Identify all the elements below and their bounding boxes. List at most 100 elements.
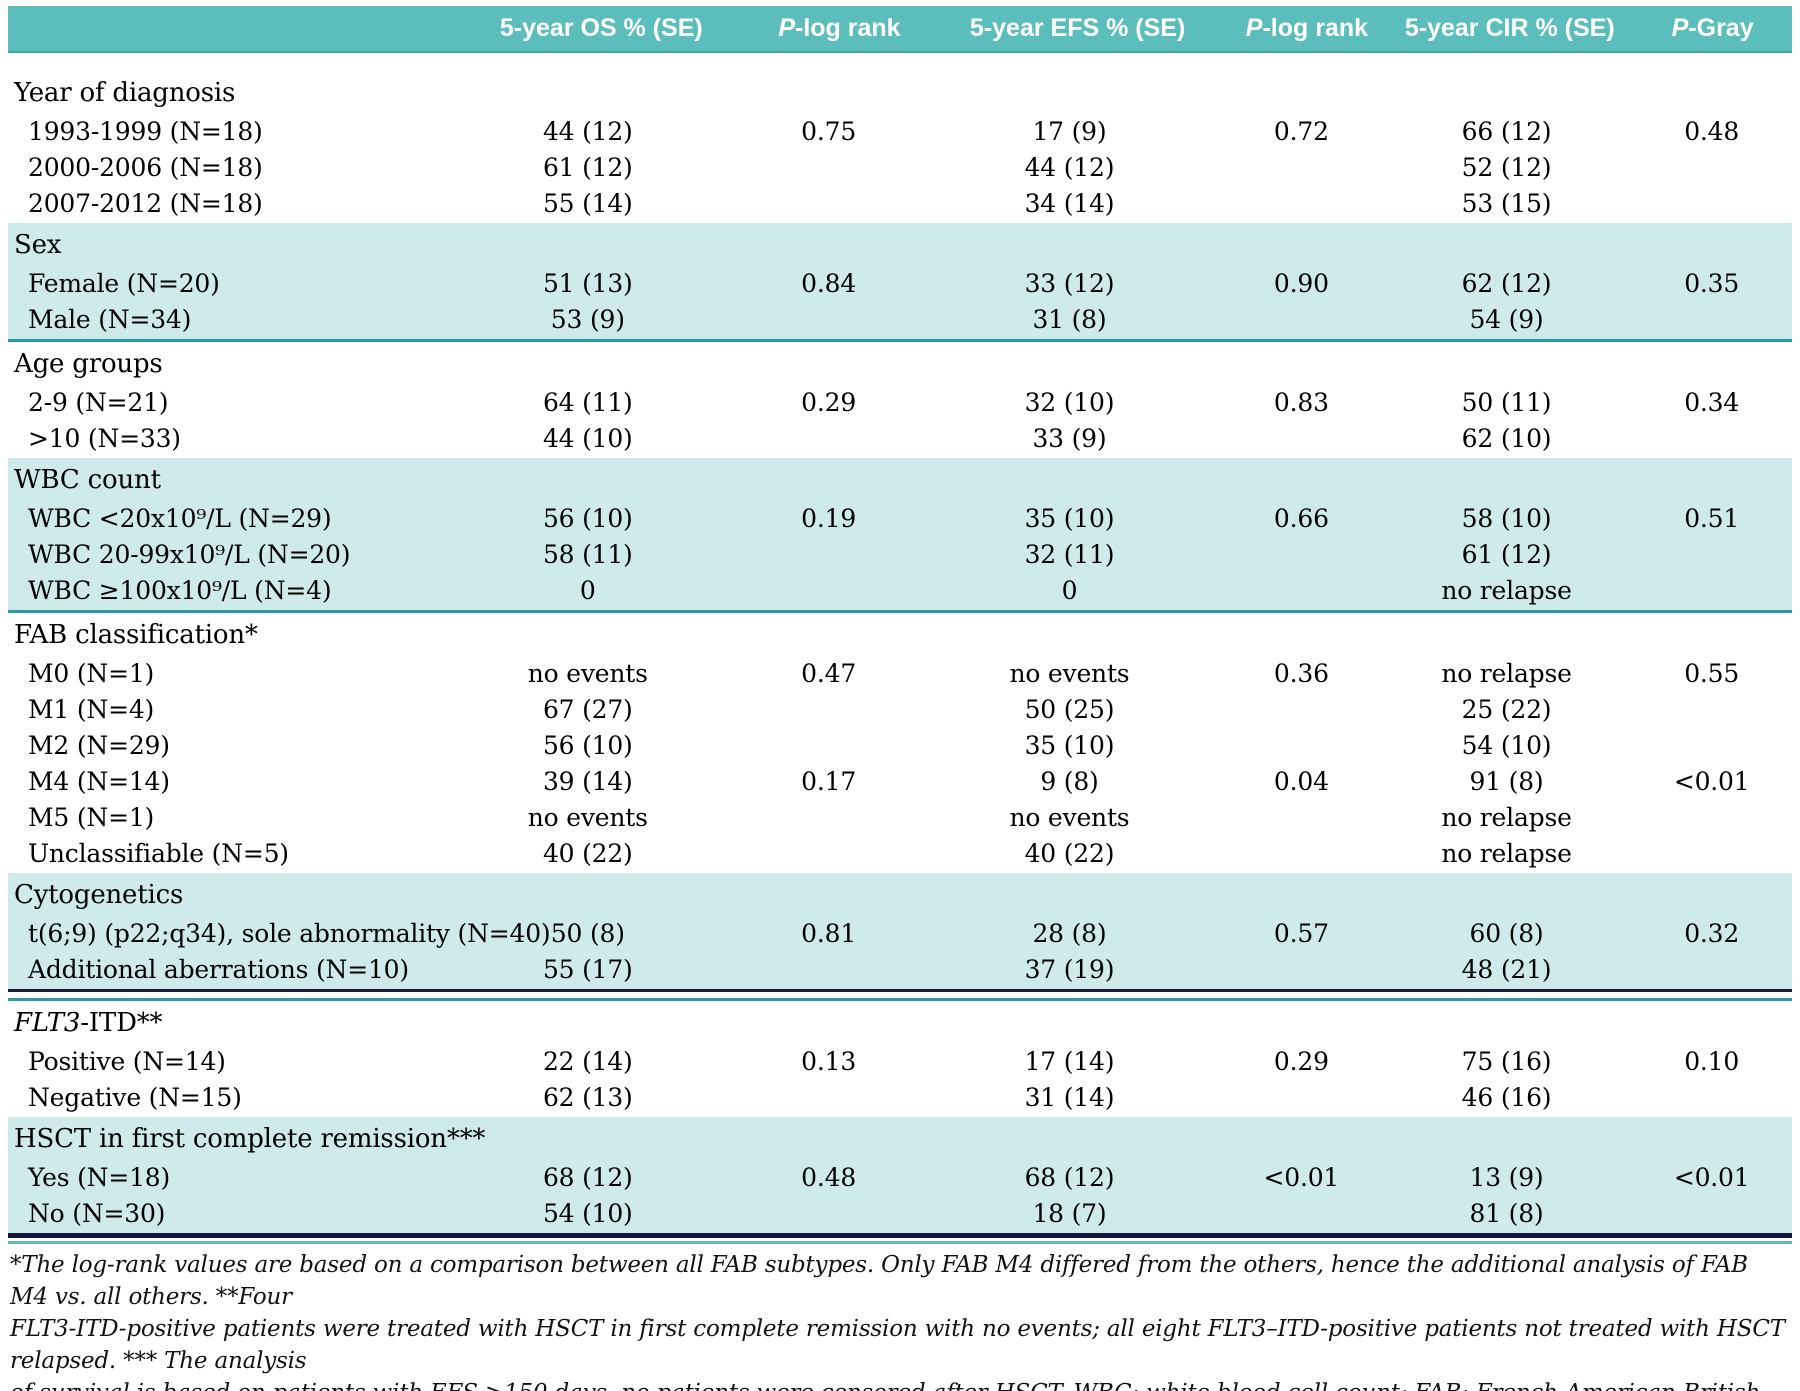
table-row: WBC ≥100x10⁹/L (N=4) 0 0 no relapse — [8, 572, 1792, 608]
col-p-logrank-efs: P-log rank — [1245, 14, 1369, 42]
cell-p-logrank-os: 0.29 — [801, 387, 857, 417]
row-label: 2007-2012 (N=18) — [28, 188, 263, 218]
cell-cir: 13 (9) — [1469, 1162, 1544, 1192]
row-label: M5 (N=1) — [28, 802, 155, 832]
row-label: 2000-2006 (N=18) — [28, 152, 263, 182]
cell-efs: 28 (8) — [1032, 918, 1107, 948]
footnote-line: of survival is based on patients with EF… — [10, 1377, 1790, 1391]
cell-efs: 33 (9) — [1032, 423, 1107, 453]
row-label: No (N=30) — [28, 1198, 166, 1228]
section-title: Cytogenetics — [14, 880, 184, 910]
table-row: Additional aberrations (N=10) 55 (17) 37 (… — [8, 951, 1792, 987]
row-label: Yes (N=18) — [28, 1162, 171, 1192]
cell-efs: 37 (19) — [1024, 954, 1115, 984]
cell-cir: 58 (10) — [1461, 503, 1552, 533]
row-label: WBC ≥100x10⁹/L (N=4) — [28, 575, 332, 605]
section-title-row: Sex — [8, 225, 1792, 265]
cell-p-logrank-efs: <0.01 — [1263, 1162, 1340, 1192]
section-fab-classification: FAB classification* M0 (N=1) no events 0.47… — [8, 613, 1792, 873]
row-label: M4 (N=14) — [28, 766, 170, 796]
section-title: HSCT in first complete remission*** — [14, 1124, 486, 1154]
cell-os: 50 (8) — [550, 918, 625, 948]
cell-p-logrank-os: 0.13 — [801, 1046, 857, 1076]
cell-p-gray: 0.32 — [1684, 918, 1740, 948]
cell-cir: no relapse — [1441, 802, 1572, 832]
cell-cir: 50 (11) — [1461, 387, 1552, 417]
cell-p-gray: 0.55 — [1684, 658, 1740, 688]
cell-os: 44 (12) — [542, 116, 633, 146]
row-label: 1993-1999 (N=18) — [28, 116, 263, 146]
cell-efs: 33 (12) — [1024, 268, 1115, 298]
cell-cir: 81 (8) — [1469, 1198, 1544, 1228]
table-body: Year of diagnosis 1993-1999 (N=18) 44 (12)… — [8, 71, 1792, 1241]
table-row: M5 (N=1) no events no events no relapse — [8, 799, 1792, 835]
cell-efs: 9 (8) — [1040, 766, 1099, 796]
cell-os: 67 (27) — [542, 694, 633, 724]
section-title-row: FAB classification* — [8, 615, 1792, 655]
cell-p-logrank-os: 0.17 — [801, 766, 857, 796]
section-divider — [8, 610, 1792, 613]
cell-p-logrank-efs: 0.66 — [1273, 503, 1329, 533]
cell-p-logrank-efs: 0.57 — [1273, 918, 1329, 948]
section-divider-teal — [8, 998, 1792, 1001]
cell-cir: 54 (9) — [1469, 304, 1544, 334]
cell-p-logrank-efs: 0.72 — [1273, 116, 1329, 146]
cell-os: 68 (12) — [542, 1162, 633, 1192]
section-title: Sex — [14, 230, 62, 260]
cell-cir: 53 (15) — [1461, 188, 1552, 218]
cell-os: 62 (13) — [542, 1082, 633, 1112]
row-label: 2-9 (N=21) — [28, 387, 169, 417]
cell-p-logrank-os: 0.84 — [801, 268, 857, 298]
cell-cir: no relapse — [1441, 658, 1572, 688]
table-row: Unclassifiable (N=5) 40 (22) 40 (22) no rel… — [8, 835, 1792, 871]
table-row: WBC 20-99x10⁹/L (N=20) 58 (11) 32 (11) 61 (… — [8, 536, 1792, 572]
cell-efs: 40 (22) — [1024, 838, 1115, 868]
table-row: Yes (N=18) 68 (12) 0.48 68 (12) <0.01 13 (9) <… — [8, 1159, 1792, 1195]
cell-p-gray: 0.48 — [1684, 116, 1740, 146]
row-label: Positive (N=14) — [28, 1046, 226, 1076]
section-hsct-first-cr: HSCT in first complete remission*** Yes (… — [8, 1117, 1792, 1233]
cell-efs: 17 (14) — [1024, 1046, 1115, 1076]
table-row: M0 (N=1) no events 0.47 no events 0.36 no rel… — [8, 655, 1792, 691]
row-label: Additional aberrations (N=10) — [28, 954, 409, 984]
footnote-line: *The log-rank values are based on a comp… — [10, 1252, 1748, 1310]
cell-os: 51 (13) — [542, 268, 633, 298]
section-title-row: HSCT in first complete remission*** — [8, 1119, 1792, 1159]
section-sex: Sex Female (N=20) 51 (13) 0.84 33 (12) 0.90 62… — [8, 223, 1792, 339]
section-title-row: Year of diagnosis — [8, 73, 1792, 113]
table-row: 2007-2012 (N=18) 55 (14) 34 (14) 53 (15) — [8, 185, 1792, 221]
cell-efs: 17 (9) — [1032, 116, 1107, 146]
cell-cir: no relapse — [1441, 575, 1572, 605]
section-title: WBC count — [14, 465, 161, 495]
cell-p-logrank-os: 0.19 — [801, 503, 857, 533]
cell-os: 54 (10) — [542, 1198, 633, 1228]
row-label: WBC 20-99x10⁹/L (N=20) — [28, 539, 351, 569]
cell-os: 64 (11) — [542, 387, 633, 417]
cell-p-logrank-efs: 0.90 — [1273, 268, 1329, 298]
cell-os: 39 (14) — [542, 766, 633, 796]
table-bottom-gap — [8, 1238, 1792, 1241]
cell-efs: 0 — [1061, 575, 1078, 605]
section-title: Year of diagnosis — [14, 78, 236, 108]
cell-os: 55 (17) — [542, 954, 633, 984]
table-header-row: 5-year OS % (SE) P-log rank 5-year EFS % (… — [8, 6, 1792, 53]
section-divider-dark — [8, 989, 1792, 992]
table-row: Female (N=20) 51 (13) 0.84 33 (12) 0.90 62 (1… — [8, 265, 1792, 301]
footnote-line: FLT3-ITD-positive patients were treated … — [10, 1316, 1785, 1374]
cell-cir: 91 (8) — [1469, 766, 1544, 796]
cell-cir: 62 (10) — [1461, 423, 1552, 453]
table-row: WBC <20x10⁹/L (N=29) 56 (10) 0.19 35 (10) 0.… — [8, 500, 1792, 536]
cell-os: 58 (11) — [542, 539, 633, 569]
cell-efs: 32 (10) — [1024, 387, 1115, 417]
cell-os: 0 — [579, 575, 596, 605]
table-row: 1993-1999 (N=18) 44 (12) 0.75 17 (9) 0.72 66 … — [8, 113, 1792, 149]
section-title: FAB classification* — [14, 620, 258, 650]
col-5yr-cir: 5-year CIR % (SE) — [1404, 14, 1615, 42]
col-p-logrank-os: P-log rank — [778, 14, 901, 42]
cell-os: 53 (9) — [550, 304, 625, 334]
cell-os: no events — [527, 658, 648, 688]
cell-cir: 75 (16) — [1461, 1046, 1552, 1076]
table-bottom-rule — [8, 1233, 1792, 1238]
section-divider — [8, 339, 1792, 342]
cell-os: 22 (14) — [542, 1046, 633, 1076]
